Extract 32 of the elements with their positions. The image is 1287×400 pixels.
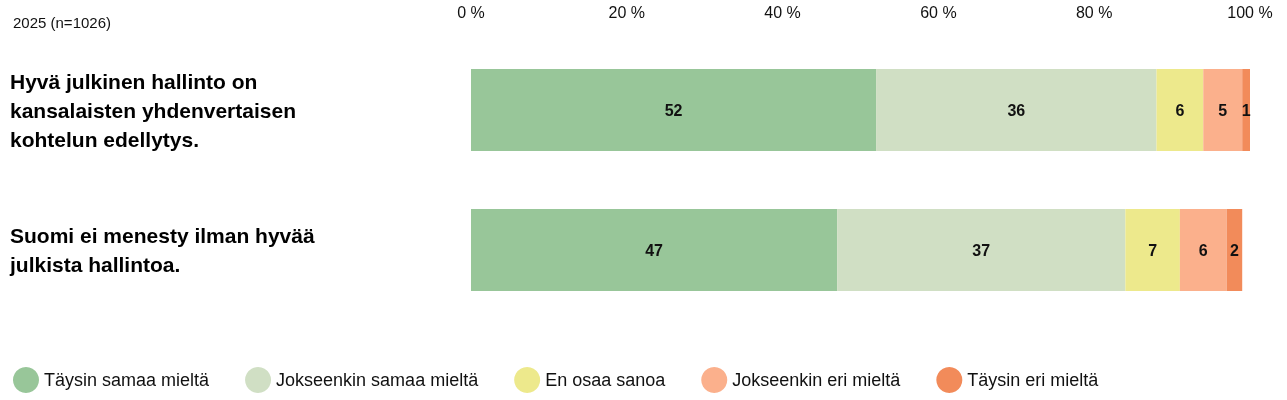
x-tick-label: 20 % <box>608 3 646 21</box>
data-label: 37 <box>972 241 991 259</box>
data-label: 7 <box>1148 241 1158 259</box>
x-tick-label: 80 % <box>1075 3 1113 21</box>
data-label: 2 <box>1229 241 1239 259</box>
bar <box>471 209 838 291</box>
x-tick-label: 60 % <box>920 3 957 21</box>
bar <box>837 209 1126 291</box>
y-tick-label: Suomi ei menesty ilman hyvää julkista hallintoa. <box>9 224 321 276</box>
y-tick-label: Hyvä julkinen hallinto on kansalaisten yhdenvertaisen kohtelun edellytys. <box>10 69 302 151</box>
data-label: 52 <box>664 101 683 119</box>
bar <box>1125 209 1180 291</box>
text: 2025 (n=1026) <box>13 14 111 31</box>
bar <box>1226 209 1243 291</box>
data-label: 5 <box>1218 101 1228 119</box>
data-label: 6 <box>1198 241 1208 259</box>
bar <box>876 69 1157 151</box>
data-label: 47 <box>645 241 664 259</box>
legend-label: Jokseenkin eri mieltä <box>732 370 902 390</box>
x-tick-label: 40 % <box>764 3 801 21</box>
bar <box>471 69 877 151</box>
legend-label: En osaa sanoa <box>545 370 667 390</box>
data-label: 36 <box>1007 101 1026 119</box>
bar <box>1156 69 1204 151</box>
bar <box>1203 69 1243 151</box>
legend-label: Täysin eri mieltä <box>967 370 1100 390</box>
legend-label: Jokseenkin samaa mieltä <box>276 370 480 390</box>
legend-label: Täysin samaa mieltä <box>44 370 211 390</box>
data-label: 6 <box>1175 101 1185 119</box>
x-tick-label: 100 % <box>1227 3 1273 21</box>
bar <box>1179 209 1227 291</box>
x-tick-label: 0 % <box>457 3 485 21</box>
